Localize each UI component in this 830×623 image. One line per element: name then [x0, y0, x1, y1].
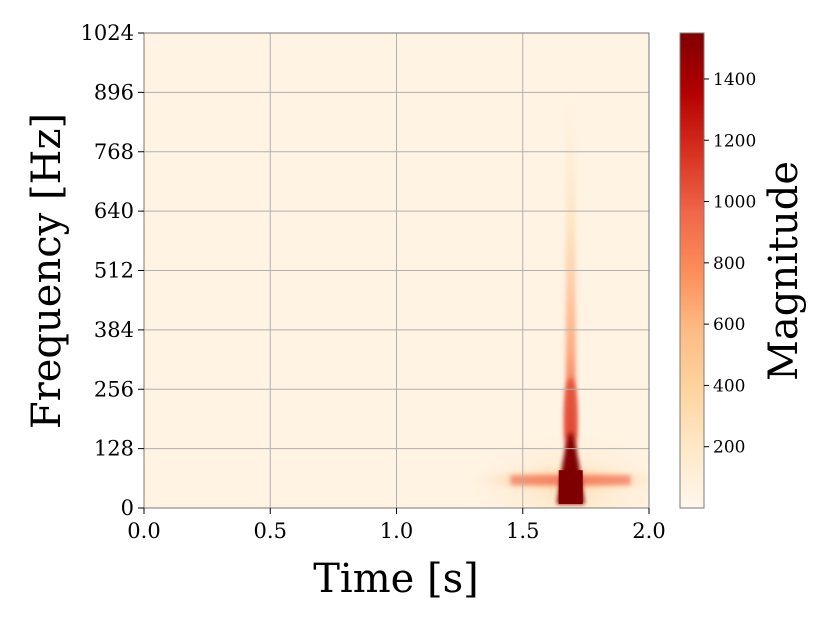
- colorbar-tick-label: 400: [713, 376, 745, 396]
- x-tick-label: 1.5: [506, 519, 539, 543]
- y-tick-label: 0: [121, 496, 134, 520]
- x-axis-title: Time [s]: [313, 556, 479, 602]
- y-tick-label: 1024: [81, 21, 134, 45]
- colorbar-tick-label: 1000: [713, 193, 756, 213]
- x-tick-label: 1.0: [380, 519, 413, 543]
- event-core-base: [558, 470, 583, 504]
- colorbar-ticks: 200 400 600 800 1000 1200 1400: [704, 70, 756, 458]
- y-tick-label: 896: [94, 80, 134, 104]
- x-axis-ticks: 0.0 0.5 1.0 1.5 2.0: [127, 508, 666, 543]
- colorbar: [679, 32, 705, 509]
- y-tick-label: 128: [94, 437, 134, 461]
- y-tick-label: 768: [94, 140, 134, 164]
- y-tick-label: 384: [94, 318, 134, 342]
- event-plume: [565, 90, 576, 439]
- y-tick-label: 256: [94, 377, 134, 401]
- y-axis-title: Frequency [Hz]: [24, 113, 70, 429]
- colorbar-tick-label: 200: [713, 438, 745, 458]
- y-axis-ticks: 0 128 256 384 512 640 768 896 1024: [81, 21, 144, 520]
- x-tick-label: 2.0: [632, 519, 665, 543]
- colorbar-title: Magnitude: [761, 161, 807, 381]
- x-tick-label: 0.5: [254, 519, 287, 543]
- colorbar-tick-label: 1200: [713, 131, 756, 151]
- x-tick-label: 0.0: [127, 519, 160, 543]
- y-tick-label: 512: [94, 259, 134, 283]
- colorbar-tick-label: 1400: [713, 70, 756, 90]
- heatmap-layer: [449, 90, 649, 508]
- colorbar-tick-label: 600: [713, 315, 745, 335]
- colorbar-tick-label: 800: [713, 254, 745, 274]
- y-tick-label: 640: [94, 199, 134, 223]
